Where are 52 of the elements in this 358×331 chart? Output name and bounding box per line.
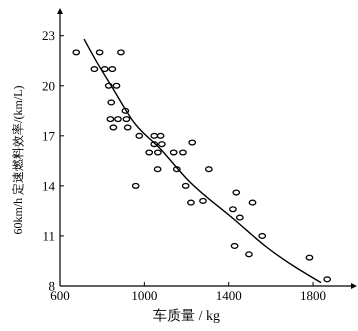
point	[96, 49, 104, 56]
point	[150, 141, 158, 148]
point	[323, 276, 332, 282]
y-tick-label: 17	[42, 128, 56, 144]
point	[248, 200, 256, 206]
y-tick-label: 14	[42, 178, 56, 194]
x-axis-title: 车质量 / kg	[153, 308, 220, 324]
point	[306, 254, 314, 261]
point	[122, 116, 130, 122]
point	[232, 190, 240, 196]
point	[107, 99, 116, 106]
point	[230, 242, 238, 249]
point	[205, 166, 213, 172]
point	[188, 139, 196, 146]
x-tick-label: 1400	[216, 288, 242, 303]
line-series	[83, 38, 322, 284]
point	[106, 116, 114, 122]
point	[236, 214, 244, 221]
point	[145, 149, 154, 156]
point	[187, 200, 195, 206]
point	[154, 166, 162, 172]
y-tick-label: 23	[42, 28, 55, 44]
point	[258, 232, 266, 239]
y-tick-label: 20	[42, 78, 55, 94]
point	[182, 182, 190, 189]
x-tick-label: 1000	[131, 288, 158, 303]
point	[132, 182, 140, 189]
point	[104, 82, 113, 89]
point	[199, 198, 207, 204]
point	[229, 206, 237, 212]
point	[172, 166, 181, 172]
point	[112, 82, 120, 89]
point	[179, 149, 187, 156]
point	[72, 49, 80, 56]
point	[100, 66, 109, 72]
point	[122, 108, 130, 114]
point	[124, 124, 132, 131]
point	[90, 66, 98, 72]
point	[114, 116, 122, 122]
x-tick-label: 1800	[300, 288, 326, 303]
point	[245, 251, 253, 258]
point	[154, 149, 162, 156]
point	[108, 66, 116, 72]
point	[158, 141, 166, 148]
y-axis-title: 60km/h 定速燃料效率/(km/L)	[11, 86, 25, 234]
point	[117, 49, 125, 56]
point	[150, 132, 158, 139]
y-tick-label: 11	[42, 228, 55, 244]
point	[110, 124, 118, 131]
point	[170, 149, 178, 156]
point	[156, 132, 164, 139]
point	[135, 132, 144, 139]
